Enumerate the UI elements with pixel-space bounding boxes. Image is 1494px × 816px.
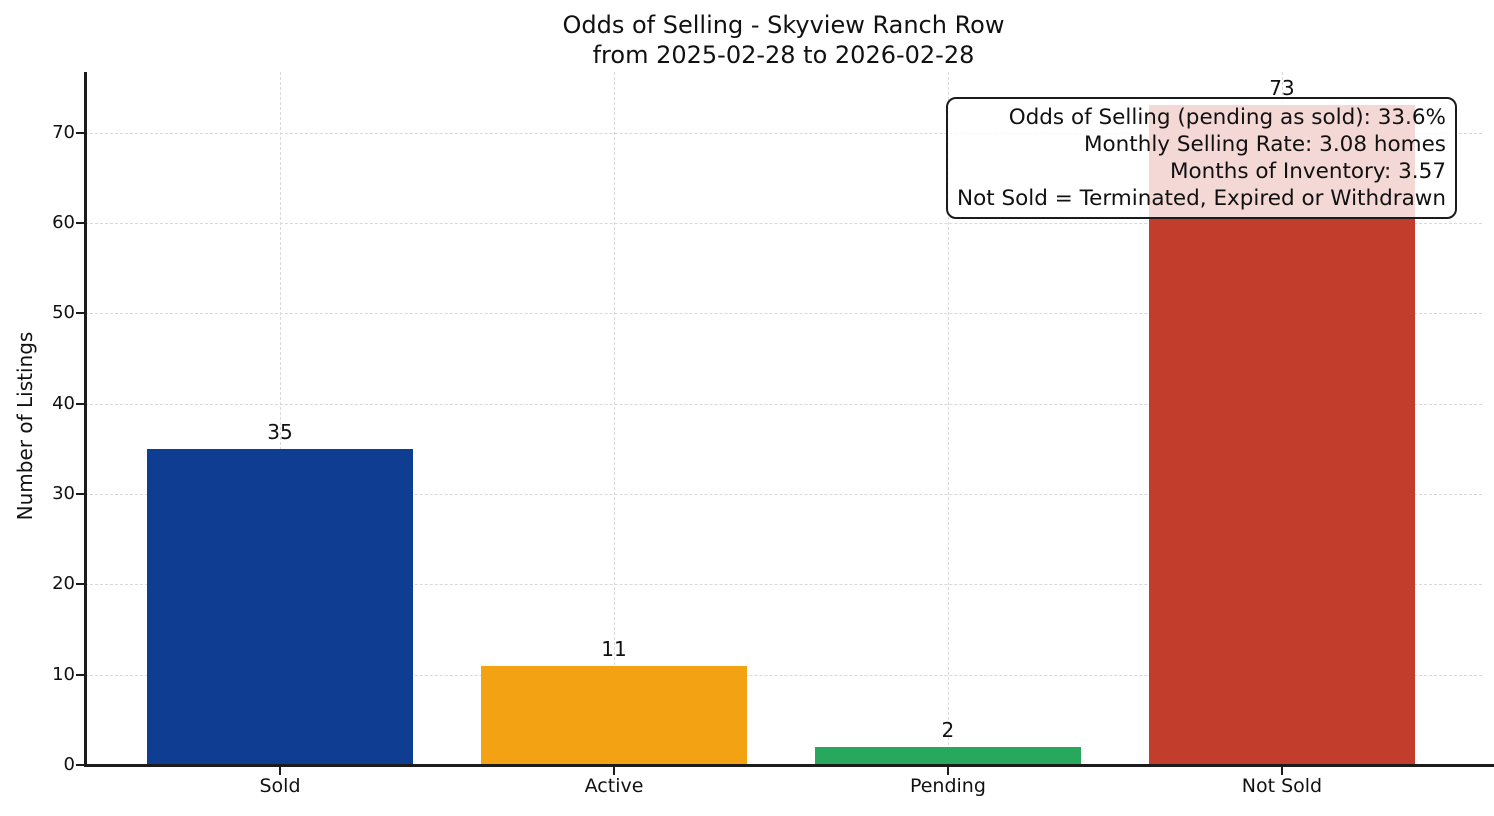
v-gridline-sold	[280, 72, 282, 765]
h-gridline-70	[85, 132, 1482, 134]
bar-active	[481, 665, 748, 765]
y-tick-mark	[76, 764, 85, 766]
y-tick-mark	[76, 492, 85, 495]
chart-title-line1: Odds of Selling - Skyview Ranch Row	[562, 11, 1005, 39]
y-axis-label: Number of Listings	[13, 331, 37, 521]
y-tick-mark	[76, 131, 85, 134]
bar-value-label-sold: 35	[267, 419, 293, 444]
bar-value-label-not-sold: 73	[1269, 76, 1295, 101]
chart-title-line2: from 2025-02-28 to 2026-02-28	[592, 41, 975, 69]
y-tick-mark	[76, 583, 85, 586]
annotation-lines: Odds of Selling (pending as sold): 33.6%…	[957, 104, 1446, 212]
x-tick-label-active: Active	[584, 775, 644, 797]
y-axis-spine	[84, 72, 87, 766]
v-gridline-pending	[947, 72, 949, 765]
annotation-line-1: Odds of Selling (pending as sold): 33.6%	[1008, 105, 1446, 130]
h-gridline-60	[85, 222, 1482, 224]
bar-sold	[147, 448, 414, 765]
bar-value-label-active: 11	[601, 636, 627, 661]
h-gridline-50	[85, 313, 1482, 315]
x-tick-mark	[279, 766, 282, 775]
bar-pending	[814, 746, 1081, 765]
annotation-line-2: Monthly Selling Rate: 3.08 homes	[1083, 132, 1446, 157]
v-gridline-active	[614, 72, 616, 765]
y-tick-label-60: 60	[52, 211, 75, 233]
x-tick-label-pending: Pending	[909, 775, 986, 797]
chart-title: Odds of Selling - Skyview Ranch Row from…	[85, 10, 1482, 70]
x-axis-spine	[84, 763, 1494, 767]
annotation-line-3: Months of Inventory: 3.57	[1169, 159, 1446, 184]
bar-value-label-pending: 2	[941, 717, 955, 742]
plot-area: 0 10 20 30 40 50 60 70 Sold Active Pending Not Sold…	[52, 72, 1494, 797]
h-gridline-30	[85, 493, 1482, 495]
y-tick-mark	[76, 402, 85, 405]
y-tick-label-10: 10	[52, 663, 75, 685]
x-tick-label-sold: Sold	[259, 775, 301, 797]
h-gridline-40	[85, 403, 1482, 405]
y-tick-label-0: 0	[63, 754, 75, 775]
y-tick-mark	[76, 673, 85, 676]
y-tick-mark	[76, 312, 85, 315]
h-gridline-10	[85, 674, 1482, 676]
y-tick-label-20: 20	[52, 573, 75, 595]
y-tick-label-30: 30	[52, 482, 75, 504]
y-tick-label-50: 50	[52, 302, 75, 324]
x-tick-label-not-sold: Not Sold	[1241, 775, 1323, 797]
y-tick-mark	[76, 221, 85, 224]
y-tick-label-70: 70	[52, 121, 75, 143]
x-tick-mark	[946, 766, 949, 775]
h-gridline-20	[85, 584, 1482, 586]
x-tick-mark	[1280, 766, 1283, 775]
annotation-box: Odds of Selling (pending as sold): 33.6%…	[946, 97, 1457, 219]
x-tick-mark	[613, 766, 616, 775]
annotation-line-4: Not Sold = Terminated, Expired or Withdr…	[957, 186, 1446, 211]
y-tick-label-40: 40	[52, 392, 75, 414]
